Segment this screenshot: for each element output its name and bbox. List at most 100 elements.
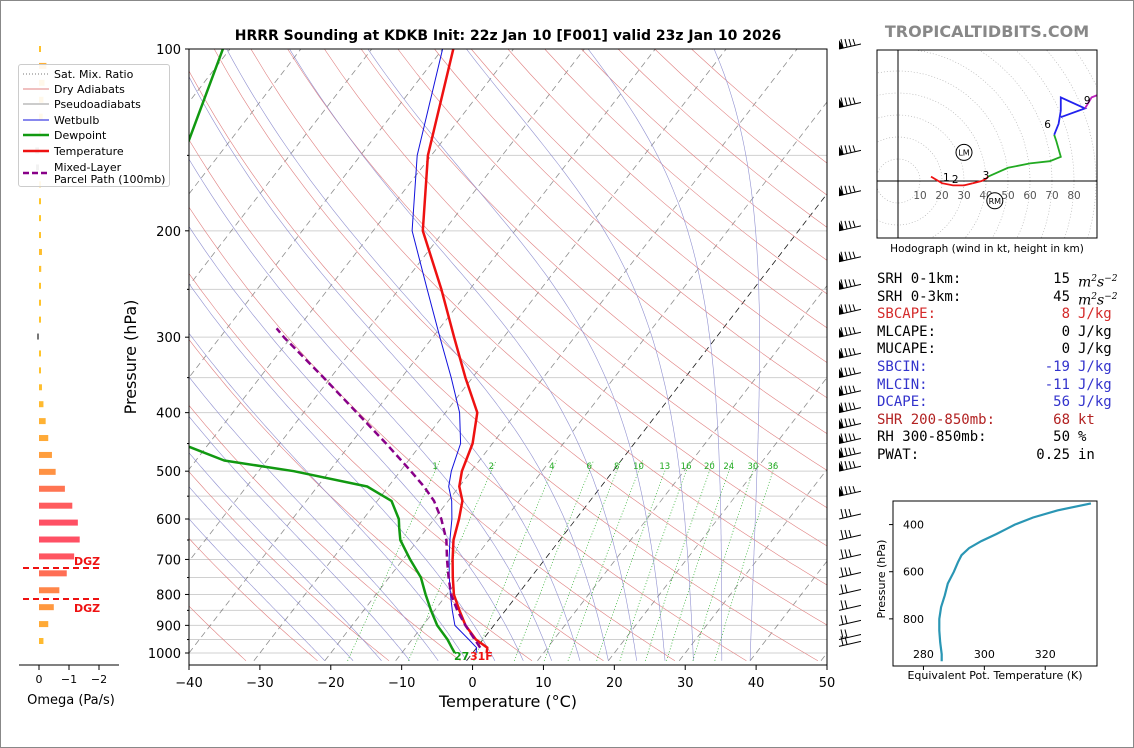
hodograph-1-3-km: [972, 175, 989, 185]
stat-label: SRH 0-1km:: [877, 271, 962, 287]
mixing-ratio-label: 24: [723, 462, 734, 472]
omega-bar: [39, 485, 65, 492]
stat-label: SRH 0-3km:: [877, 288, 962, 305]
barb-pennant: [839, 252, 844, 262]
hodograph-rings: [877, 50, 1097, 238]
stat-row: SBCAPE: 8 J/kg: [877, 306, 1127, 324]
omega-bar: [39, 638, 44, 644]
barb-feather: [848, 508, 852, 517]
barb-feather: [844, 402, 848, 411]
isotherm-line: [189, 49, 302, 195]
barb-feather: [844, 185, 848, 194]
mixing-ratio-label: 16: [681, 462, 692, 472]
barb-feather: [840, 584, 844, 594]
hodograph-9-km: [1084, 94, 1097, 109]
dry-adiabat: [544, 49, 827, 295]
dry-adiabat: [470, 49, 827, 363]
pseudoadiabat: [189, 518, 326, 662]
barb-feather: [848, 348, 852, 356]
dry-adiabat: [250, 49, 827, 586]
pseudoadiabat: [189, 76, 581, 661]
omega-bar: [39, 519, 78, 526]
dry-adiabat: [287, 49, 827, 547]
omega-axis-label: Omega (Pa/s): [27, 693, 115, 708]
dewpoint-line: [189, 49, 456, 654]
barb-feather: [848, 279, 852, 287]
dry-adiabat: [189, 139, 747, 662]
hodograph-ring: [877, 50, 1031, 238]
barb-pennant: [839, 487, 844, 497]
mixing-ratio-label: 20: [704, 462, 715, 472]
mixing-ratio-line: [596, 460, 670, 661]
stat-row: DCAPE: 56 J/kg: [877, 394, 1127, 412]
hodograph-ring: [877, 92, 987, 238]
isotherm-line: [395, 101, 827, 661]
omega-bar: [39, 587, 60, 594]
isotherm-line: [749, 560, 827, 661]
pseudoadiabat: [226, 49, 609, 661]
stat-value: 0.25: [1036, 446, 1070, 463]
y-axis-label: Pressure (hPa): [121, 300, 140, 415]
barb-feather: [848, 367, 852, 375]
stat-value: 68: [1053, 411, 1070, 428]
stat-label: SBCIN:: [877, 358, 928, 375]
wind-barb: [838, 629, 861, 641]
barb-feather: [844, 433, 848, 442]
mixing-ratio-label: 2: [489, 462, 494, 472]
omega-tick-label: −1: [61, 673, 77, 686]
barb-feather: [844, 549, 848, 558]
stat-label: DCAPE:: [877, 394, 928, 411]
dry-adiabat: [189, 206, 676, 662]
omega-bar: [39, 604, 54, 611]
barb-feather: [848, 327, 852, 335]
site-watermark: TROPICALTIDBITS.COM: [884, 22, 1090, 41]
barb-feather: [848, 447, 852, 455]
stat-row: PWAT: 0.25 in: [877, 447, 1127, 465]
y-tick-label: 700: [156, 553, 181, 568]
legend-label: Dewpoint: [54, 129, 107, 142]
barb-feather: [840, 636, 844, 646]
dry-adiabat: [213, 49, 827, 626]
pseudoadiabat: [587, 49, 723, 661]
barb-pennant: [839, 305, 844, 315]
hodograph-height-label: 9: [1084, 95, 1091, 107]
x-tick-label: −40: [175, 676, 202, 691]
stat-label: PWAT:: [877, 446, 920, 463]
stat-row: SRH 0-1km: 15 m2s−2: [877, 271, 1127, 291]
theta-e-x-tick-label: 280: [913, 648, 934, 661]
hodograph-ring-label: 50: [1001, 190, 1014, 202]
storm-motion-marker: [955, 143, 973, 161]
stat-label: SBCAPE:: [877, 306, 937, 323]
stat-row: MLCAPE: 0 J/kg: [877, 324, 1127, 342]
hodograph-ring: [877, 70, 1009, 238]
barb-feather: [840, 529, 844, 540]
barb-feather: [844, 97, 848, 106]
barb-pennant: [839, 419, 844, 429]
isotherm-line: [678, 468, 827, 661]
legend-label: Pseudoadiabats: [54, 98, 141, 111]
barb-feather: [848, 385, 852, 393]
stat-value: 15: [1053, 271, 1070, 287]
pseudoadiabat: [189, 226, 524, 661]
omega-bar: [39, 265, 42, 272]
profile-lines: [189, 49, 489, 654]
barb-pennant: [839, 280, 844, 290]
isotherm-line: [537, 285, 827, 661]
barb-feather: [848, 97, 852, 105]
hodograph-trace: [930, 94, 1097, 187]
barb-feather: [844, 567, 848, 576]
y-tick-label: 300: [156, 331, 181, 346]
barb-feather: [852, 385, 856, 392]
barb-pennant: [839, 386, 844, 396]
stat-value: 56: [1053, 394, 1070, 411]
temperature-line: [421, 49, 489, 654]
legend-label: Mixed-Layer: [54, 161, 122, 174]
stat-unit: J/kg: [1078, 341, 1112, 358]
theta-e-y-tick-label: 800: [903, 613, 924, 626]
barb-feather: [852, 185, 856, 192]
omega-bar: [39, 468, 56, 475]
stat-row: RH 300-850mb: 50%: [877, 429, 1127, 447]
barb-pennant: [839, 146, 844, 156]
barb-staff: [838, 513, 861, 520]
